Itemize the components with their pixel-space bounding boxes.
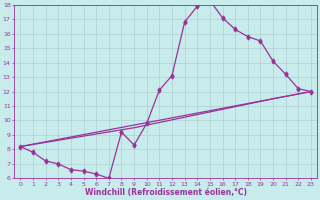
X-axis label: Windchill (Refroidissement éolien,°C): Windchill (Refroidissement éolien,°C) (85, 188, 247, 197)
